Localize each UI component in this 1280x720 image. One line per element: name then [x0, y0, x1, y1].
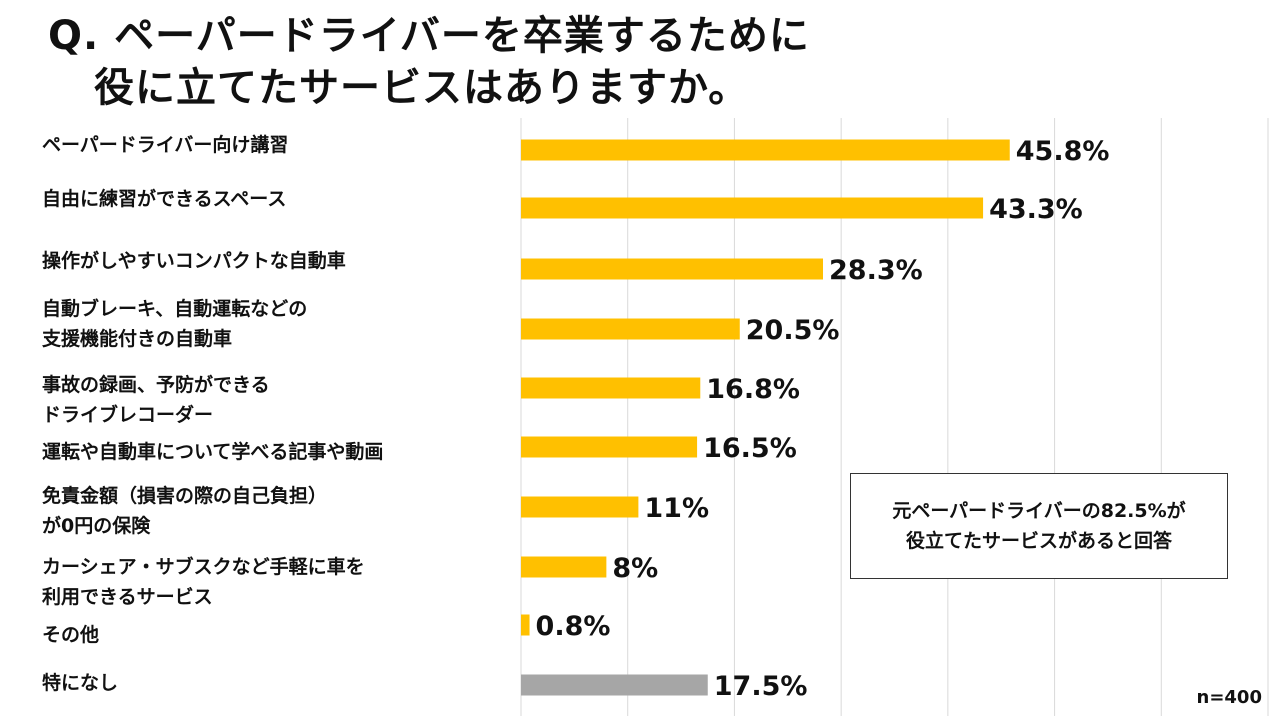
- chart-title: Q. ペーパードライバーを卒業するために 役に立てたサービスはありますか。: [48, 10, 810, 114]
- value-label-7: 8%: [612, 553, 658, 584]
- category-label-7-0: カーシェア・サブスクなど手軽に車を: [42, 555, 365, 578]
- bar-7: [521, 556, 607, 578]
- bar-0: [521, 139, 1010, 161]
- sample-size: n=400: [1196, 687, 1262, 708]
- value-label-2: 28.3%: [829, 255, 923, 286]
- bar-9: [521, 674, 708, 696]
- category-label-3-1: 支援機能付きの自動車: [41, 327, 232, 350]
- category-label-3-0: 自動ブレーキ、自動運転などの: [42, 297, 307, 320]
- summary-note-box: 元ペーパードライバーの82.5%が 役立てたサービスがあると回答: [850, 473, 1228, 579]
- value-label-9: 17.5%: [714, 671, 808, 702]
- value-label-5: 16.5%: [703, 433, 797, 464]
- category-label-4-1: ドライブレコーダー: [42, 403, 213, 426]
- bar-4: [521, 377, 701, 399]
- value-label-0: 45.8%: [1016, 136, 1110, 167]
- category-label-7-1: 利用できるサービス: [42, 586, 213, 608]
- category-label-6-1: が0円の保険: [42, 514, 151, 537]
- category-label-5-0: 運転や自動車について学べる記事や動画: [42, 440, 383, 463]
- summary-note-line-1: 元ペーパードライバーの82.5%が: [892, 500, 1186, 522]
- summary-note-line-2: 役立てたサービスがあると回答: [905, 530, 1172, 552]
- category-label-0-0: ペーパードライバー向け講習: [42, 133, 288, 156]
- category-label-2-0: 操作がしやすいコンパクトな自動車: [42, 249, 346, 272]
- bar-5: [521, 436, 698, 458]
- category-label-4-0: 事故の録画、予防ができる: [42, 373, 270, 396]
- category-label-6-0: 免責金額（損害の際の自己負担）: [42, 484, 327, 507]
- value-label-8: 0.8%: [536, 611, 611, 642]
- bar-3: [521, 318, 740, 340]
- value-label-3: 20.5%: [746, 315, 840, 346]
- bar-2: [521, 258, 824, 280]
- category-label-1-0: 自由に練習ができるスペース: [42, 187, 286, 210]
- category-label-8-0: その他: [42, 623, 99, 646]
- category-label-9-0: 特になし: [42, 672, 118, 694]
- title-line-2: 役に立てたサービスはありますか。: [94, 65, 750, 111]
- value-label-6: 11%: [644, 493, 709, 524]
- bar-6: [521, 496, 639, 518]
- value-label-1: 43.3%: [989, 194, 1083, 225]
- bar-1: [521, 197, 984, 219]
- title-line-1: Q. ペーパードライバーを卒業するために: [48, 13, 810, 59]
- value-label-4: 16.8%: [706, 374, 800, 405]
- bar-8: [521, 614, 530, 636]
